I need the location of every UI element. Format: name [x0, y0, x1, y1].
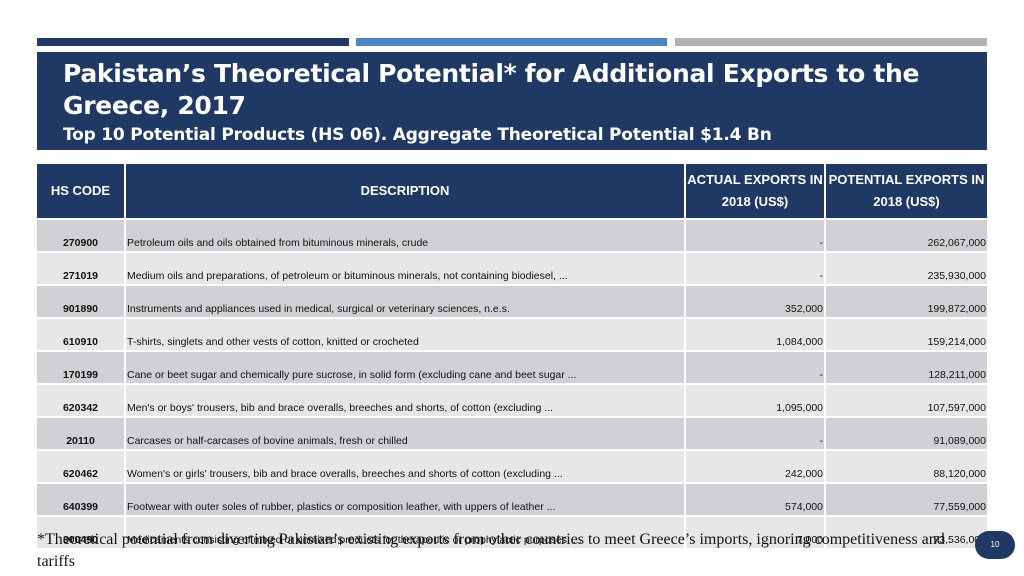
hs-code-cell: 620342 — [37, 384, 126, 418]
header-actual-exports: ACTUAL EXPORTS IN 2018 (US$) — [685, 164, 826, 220]
table-row: 20110 Carcases or half-carcases of bovine… — [37, 417, 987, 451]
exports-table: HS CODE DESCRIPTION ACTUAL EXPORTS IN 20… — [37, 164, 987, 550]
description-cell: Cane or beet sugar and chemically pure s… — [125, 351, 686, 385]
actual-exports-cell: 1,095,000 — [685, 384, 826, 418]
actual-exports-cell: - — [685, 351, 826, 385]
table-header-row: HS CODE DESCRIPTION ACTUAL EXPORTS IN 20… — [37, 164, 987, 220]
table-row: 620342 Men's or boys' trousers, bib and b… — [37, 384, 987, 418]
hs-code-cell: 640399 — [37, 483, 126, 517]
potential-exports-cell: 107,597,000 — [825, 384, 987, 418]
potential-exports-cell: 88,120,000 — [825, 450, 987, 484]
actual-exports-cell: 352,000 — [685, 285, 826, 319]
potential-exports-cell: 199,872,000 — [825, 285, 987, 319]
potential-exports-cell: 159,214,000 — [825, 318, 987, 352]
table-row: 640399 Footwear with outer soles of rubbe… — [37, 483, 987, 517]
potential-exports-cell: 262,067,000 — [825, 219, 987, 253]
description-cell: Men's or boys' trousers, bib and brace o… — [125, 384, 686, 418]
potential-exports-cell: 73,536,000 — [825, 516, 987, 550]
hs-code-cell: 620462 — [37, 450, 126, 484]
actual-exports-cell: 1,084,000 — [685, 318, 826, 352]
header-potential-exports: POTENTIAL EXPORTS IN 2018 (US$) — [825, 164, 987, 220]
description-cell: Petroleum oils and oils obtained from bi… — [125, 219, 686, 253]
header-description: DESCRIPTION — [125, 164, 686, 220]
table-row: 901890 Instruments and appliances used in… — [37, 285, 987, 319]
actual-exports-cell: 242,000 — [685, 450, 826, 484]
hs-code-cell: 270900 — [37, 219, 126, 253]
actual-exports-cell: - — [685, 252, 826, 286]
table-row: 620462 Women's or girls' trousers, bib an… — [37, 450, 987, 484]
actual-exports-cell: - — [685, 417, 826, 451]
hs-code-cell: 300490 — [37, 516, 126, 550]
slide-subtitle: Top 10 Potential Products (HS 06). Aggre… — [63, 125, 772, 145]
page-number: 10 — [975, 531, 1015, 559]
accent-bar-navy — [37, 38, 349, 46]
description-cell: Medium oils and preparations, of petrole… — [125, 252, 686, 286]
description-cell: Women's or girls' trousers, bib and brac… — [125, 450, 686, 484]
description-cell: Footwear with outer soles of rubber, pla… — [125, 483, 686, 517]
accent-bar-blue — [356, 38, 667, 46]
hs-code-cell: 271019 — [37, 252, 126, 286]
title-box: Pakistan’s Theoretical Potential* for Ad… — [37, 52, 987, 150]
table-row: 300490 Medicaments consisting of mixed or… — [37, 516, 987, 550]
description-cell: Medicaments consisting of mixed or unmix… — [125, 516, 686, 550]
accent-bar-gray — [675, 38, 987, 46]
hs-code-cell: 610910 — [37, 318, 126, 352]
table-row: 271019 Medium oils and preparations, of p… — [37, 252, 987, 286]
description-cell: Carcases or half-carcases of bovine anim… — [125, 417, 686, 451]
description-cell: T-shirts, singlets and other vests of co… — [125, 318, 686, 352]
slide-title: Pakistan’s Theoretical Potential* for Ad… — [63, 59, 920, 120]
table-row: 610910 T-shirts, singlets and other vests… — [37, 318, 987, 352]
header-hs-code: HS CODE — [37, 164, 126, 220]
potential-exports-cell: 128,211,000 — [825, 351, 987, 385]
actual-exports-cell: - — [685, 219, 826, 253]
potential-exports-cell: 91,089,000 — [825, 417, 987, 451]
actual-exports-cell: 7,000 — [685, 516, 826, 550]
table-row: 270900 Petroleum oils and oils obtained f… — [37, 219, 987, 253]
actual-exports-cell: 574,000 — [685, 483, 826, 517]
potential-exports-cell: 235,930,000 — [825, 252, 987, 286]
table-row: 170199 Cane or beet sugar and chemically … — [37, 351, 987, 385]
footnote: *Theoretical potential from diverting Pa… — [37, 531, 945, 570]
potential-exports-cell: 77,559,000 — [825, 483, 987, 517]
description-cell: Instruments and appliances used in medic… — [125, 285, 686, 319]
hs-code-cell: 20110 — [37, 417, 126, 451]
hs-code-cell: 901890 — [37, 285, 126, 319]
hs-code-cell: 170199 — [37, 351, 126, 385]
